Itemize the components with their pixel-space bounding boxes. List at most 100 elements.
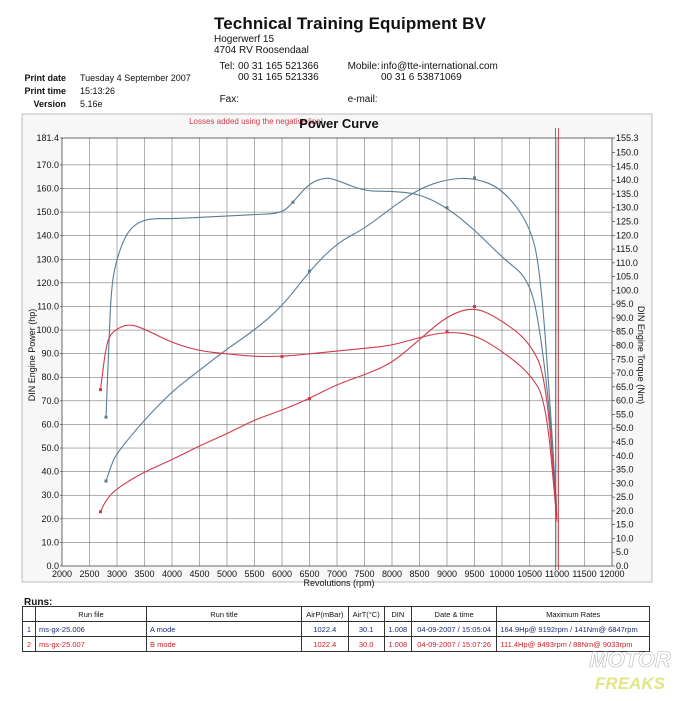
y-right-tick-label: 130.0 bbox=[616, 203, 639, 213]
y-right-tick-label: 60.0 bbox=[616, 396, 634, 406]
y-left-tick-label: 140.0 bbox=[36, 231, 59, 241]
y-right-tick-label: 70.0 bbox=[616, 368, 634, 378]
run-title: B mode bbox=[146, 636, 302, 652]
y-right-tick-label: 155.3 bbox=[616, 133, 639, 143]
fax-value: 00 31 165 521366 bbox=[238, 61, 319, 72]
x-tick-label: 5500 bbox=[244, 569, 264, 579]
tel-fax-block: Tel: 00 31 165 521336 Fax: 00 31 165 521… bbox=[214, 50, 318, 116]
print-date-value: Tuesday 4 September 2007 bbox=[80, 73, 191, 83]
y-right-tick-label: 95.0 bbox=[616, 299, 634, 309]
series-point-4 bbox=[445, 330, 449, 334]
x-tick-label: 7500 bbox=[354, 569, 374, 579]
series-point-2 bbox=[291, 200, 295, 204]
run-index: 2 bbox=[22, 636, 36, 652]
run-title: A mode bbox=[146, 621, 302, 637]
y-left-tick-label: 10.0 bbox=[41, 537, 59, 547]
mobile-email-block: Mobile: 00 31 6 53871069 e-mail: info@tt… bbox=[342, 50, 498, 116]
series-point-2 bbox=[104, 415, 108, 419]
series-point-2 bbox=[445, 206, 449, 210]
y-right-tick-label: 75.0 bbox=[616, 354, 634, 364]
y-right-tick-label: 35.0 bbox=[616, 465, 634, 475]
series-point-4 bbox=[99, 388, 102, 392]
y-right-tick-label: 125.0 bbox=[616, 217, 639, 227]
y-right-tick-label: 115.0 bbox=[616, 244, 638, 254]
x-tick-label: 11000 bbox=[545, 569, 569, 579]
x-tick-label: 3500 bbox=[134, 569, 154, 579]
y-right-tick-label: 40.0 bbox=[616, 451, 634, 461]
run-airt: 30.0 bbox=[347, 636, 385, 652]
x-tick-label: 12000 bbox=[599, 569, 624, 579]
version-label: Version bbox=[33, 99, 66, 109]
y-left-tick-label: 130.0 bbox=[36, 254, 59, 264]
runs-header-row: Run file Run title AirP(mBar) AirT(°C) D… bbox=[22, 606, 650, 622]
series-point-4 bbox=[280, 355, 284, 359]
y-right-tick-label: 5.0 bbox=[616, 547, 629, 557]
y-left-tick-label: 40.0 bbox=[41, 467, 59, 477]
y-left-tick-label: 20.0 bbox=[41, 514, 59, 524]
email-label: e-mail: bbox=[347, 94, 378, 105]
address-line-1: Hogerwerf 15 bbox=[214, 34, 275, 45]
y-right-tick-label: 25.0 bbox=[616, 492, 634, 502]
y-right-tick-label: 85.0 bbox=[616, 327, 634, 337]
x-tick-label: 4500 bbox=[189, 569, 209, 579]
y-left-tick-label: 100.0 bbox=[36, 325, 59, 335]
run-airp: 1022.4 bbox=[301, 621, 349, 637]
run-file: ms-gx-25.007 bbox=[35, 636, 147, 652]
y-right-tick-label: 110.0 bbox=[616, 258, 638, 268]
y-left-tick-label: 70.0 bbox=[41, 396, 59, 406]
mobile-label: Mobile: bbox=[347, 61, 380, 72]
y-left-tick-label: 160.0 bbox=[36, 183, 59, 193]
run-din: 1.008 bbox=[383, 636, 412, 652]
y-right-tick-label: 135.0 bbox=[616, 189, 639, 199]
series-point-1 bbox=[473, 176, 476, 180]
watermark-line-1: MOTOR bbox=[589, 647, 671, 672]
run-datetime: 04-09-2007 / 15:05:04 bbox=[410, 621, 498, 637]
runs-table: Run file Run title AirP(mBar) AirT(°C) D… bbox=[22, 606, 650, 652]
y-right-tick-label: 140.0 bbox=[616, 175, 639, 185]
x-tick-label: 9500 bbox=[464, 569, 484, 579]
y-right-tick-label: 105.0 bbox=[616, 272, 639, 282]
tel-value: 00 31 165 521336 bbox=[238, 72, 319, 83]
x-tick-label: 6500 bbox=[299, 569, 319, 579]
x-tick-label: 2500 bbox=[79, 569, 99, 579]
chart-grid bbox=[61, 137, 613, 567]
series-point-3 bbox=[473, 304, 476, 308]
x-tick-label: 6000 bbox=[272, 569, 292, 579]
print-time-value: 15:13:26 bbox=[80, 86, 116, 96]
run-index: 1 bbox=[22, 621, 36, 637]
col-airp-header: AirP(mBar) bbox=[301, 606, 349, 622]
email-value: info@tte-international.com bbox=[381, 61, 498, 72]
mobile-value: 00 31 6 53871069 bbox=[381, 72, 462, 83]
series-point-1 bbox=[104, 479, 108, 483]
y-right-tick-label: 45.0 bbox=[616, 437, 634, 447]
series-line-4 bbox=[99, 324, 558, 522]
y-right-tick-label: 65.0 bbox=[616, 382, 634, 392]
table-row[interactable]: 1 ms-gx-25.006 A mode 1022.4 30.1 1.008 … bbox=[22, 621, 650, 637]
chart-annotation: Losses added using the negative line! bbox=[189, 117, 323, 126]
y-left-tick-label: 60.0 bbox=[41, 419, 59, 429]
run-din: 1.008 bbox=[383, 621, 412, 637]
table-row[interactable]: 2 ms-gx-25.007 B mode 1022.4 30.0 1.008 … bbox=[22, 636, 650, 652]
run-file: ms-gx-25.006 bbox=[35, 621, 147, 637]
y-right-tick-label: 30.0 bbox=[616, 478, 634, 488]
y-right-tick-label: 15.0 bbox=[616, 520, 634, 530]
x-tick-label: 9000 bbox=[437, 569, 457, 579]
y-right-tick-label: 0.0 bbox=[616, 561, 629, 571]
x-tick-label: 3000 bbox=[107, 569, 127, 579]
version-value: 5.16e bbox=[80, 99, 103, 109]
col-max-rates-header: Maximum Rates bbox=[496, 606, 650, 622]
y-right-tick-label: 50.0 bbox=[616, 423, 634, 433]
y-right-axis-label: DIN Engine Torque (Nm) bbox=[636, 306, 646, 404]
tel-label: Tel: bbox=[219, 61, 235, 72]
address-line-2: 4704 RV Roosendaal bbox=[214, 45, 309, 56]
series-point-1 bbox=[308, 269, 311, 273]
y-left-axis-label: DIN Engine Power (hp) bbox=[27, 309, 37, 402]
x-tick-label: 8500 bbox=[409, 569, 429, 579]
series-line-2 bbox=[105, 177, 558, 520]
y-left-tick-label: 30.0 bbox=[41, 490, 59, 500]
run-airp: 1022.4 bbox=[301, 636, 349, 652]
y-left-tick-label: 80.0 bbox=[41, 372, 59, 382]
print-meta: Print date Tuesday 4 September 2007 Print… bbox=[12, 72, 191, 111]
y-left-tick-label: 120.0 bbox=[36, 278, 59, 288]
x-tick-label: 4000 bbox=[162, 569, 182, 579]
